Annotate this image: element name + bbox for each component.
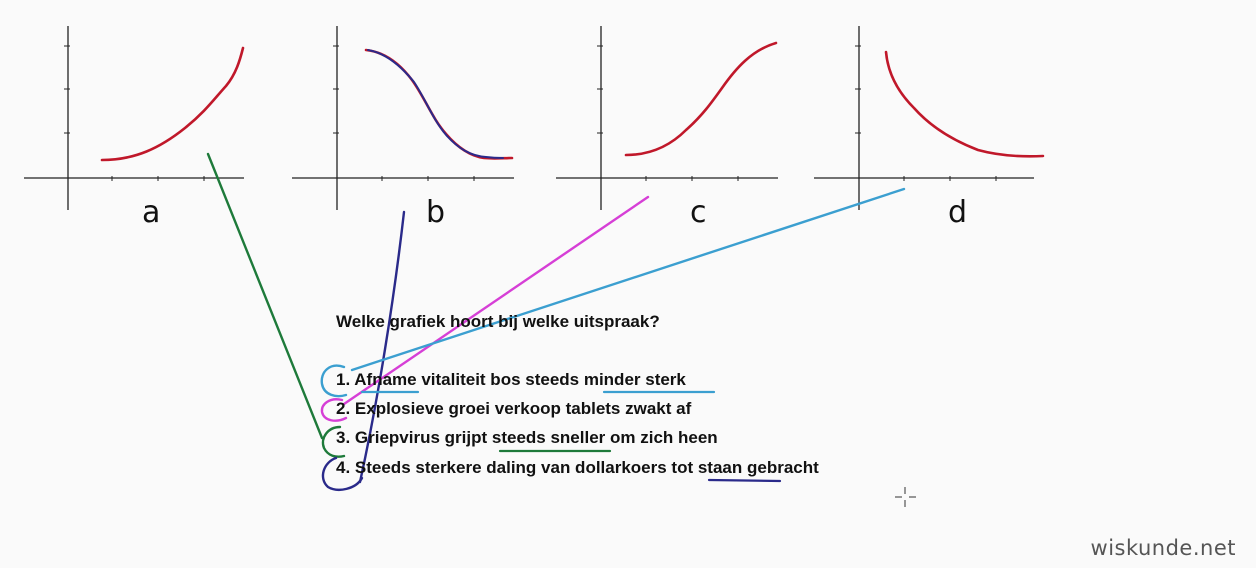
graph-d-curve xyxy=(884,50,1045,158)
match-annotations xyxy=(206,152,906,491)
graph-d-label: d xyxy=(948,195,967,230)
statement-4: 4. Steeds sterkere daling van dollarkoer… xyxy=(336,458,819,477)
statement-3: 3. Griepvirus grijpt steeds sneller om z… xyxy=(336,428,718,447)
match-line-4-b xyxy=(358,210,406,484)
statement-1: 1. Afname vitaliteit bos steeds minder s… xyxy=(336,370,686,389)
graph-b-overdraw xyxy=(367,49,504,159)
graph-b-label: b xyxy=(426,195,445,230)
graph-c: c xyxy=(556,26,778,230)
graph-a-curve xyxy=(100,46,245,162)
question-text: Welke grafiek hoort bij welke uitspraak? xyxy=(336,312,660,331)
circle-item-4 xyxy=(321,456,364,491)
graph-c-curve xyxy=(624,41,778,157)
graph-b: b xyxy=(292,26,514,230)
graph-a-label: a xyxy=(142,195,160,230)
graph-b-curve xyxy=(364,48,514,160)
underline-tot-staan xyxy=(707,478,782,483)
graph-a: a xyxy=(24,26,245,230)
circle-item-3 xyxy=(321,425,346,458)
match-line-3-a xyxy=(206,152,324,440)
match-line-1-d xyxy=(350,187,906,372)
graph-c-label: c xyxy=(690,195,707,230)
statement-2: 2. Explosieve groei verkoop tablets zwak… xyxy=(336,399,692,418)
crosshair-cursor-icon xyxy=(895,487,916,507)
match-line-2-c xyxy=(342,195,650,406)
graph-d: d xyxy=(814,26,1045,230)
circle-item-1 xyxy=(320,364,348,398)
circle-item-2 xyxy=(320,398,348,422)
watermark: wiskunde.net xyxy=(1090,536,1236,560)
